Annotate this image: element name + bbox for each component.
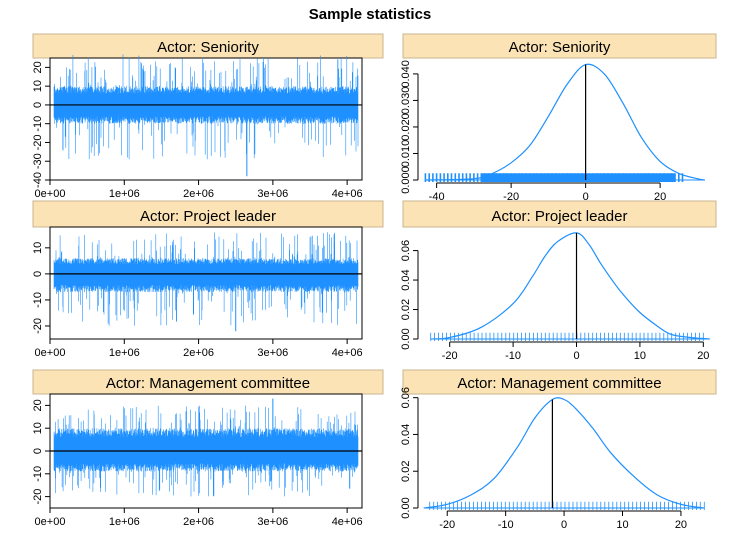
y-tick-label: 0.02 <box>400 299 412 320</box>
panel-1: Actor: Seniority 0e+00 1e+06 2e+06 3e+06 4e+0… <box>32 33 384 200</box>
x-tick-label: -20 <box>439 519 455 531</box>
x-tick-label: 0e+00 <box>35 347 66 359</box>
x-tick-label: 2e+06 <box>183 347 214 359</box>
y-tick-label: 0.000 <box>400 166 412 194</box>
panel-title: Actor: Project leader <box>140 208 276 225</box>
rug-dense <box>481 173 676 182</box>
y-tick-label: 10 <box>32 242 44 254</box>
x-tick-label: 10 <box>634 350 646 362</box>
y-tick-label: -20 <box>32 489 44 505</box>
panel-strip <box>402 200 717 228</box>
y-tick-label: 0.06 <box>400 387 412 408</box>
x-tick-label: 4e+06 <box>332 347 363 359</box>
density-curve <box>423 397 705 509</box>
x-tick-label: 4e+06 <box>332 188 363 200</box>
x-tick-label: 3e+06 <box>257 188 288 200</box>
x-tick-label: -20 <box>442 350 458 362</box>
x-tick-label: -10 <box>498 519 514 531</box>
x-tick-label: 10 <box>616 519 628 531</box>
density-curve <box>430 232 710 340</box>
trace-series <box>53 54 359 160</box>
plot-box <box>49 57 363 181</box>
y-tick-label: 0 <box>32 448 44 454</box>
x-tick-label: -10 <box>505 350 521 362</box>
x-tick-label: 3e+06 <box>257 347 288 359</box>
panel-strip <box>32 33 384 59</box>
y-tick-label: 0.020 <box>400 113 412 141</box>
x-tick-label: 2e+06 <box>183 188 214 200</box>
y-tick-label: 0.02 <box>400 461 412 482</box>
x-tick-label: 3e+06 <box>257 516 288 528</box>
y-tick-label: 20 <box>32 61 44 73</box>
panel-title: Actor: Management committee <box>106 375 310 392</box>
x-tick-label: -20 <box>503 191 519 203</box>
x-tick-label: 2e+06 <box>183 516 214 528</box>
y-tick-label: -10 <box>32 292 44 308</box>
y-tick-label: 0.010 <box>400 140 412 168</box>
panel-title: Actor: Management committee <box>457 375 661 392</box>
figure-title: Sample statistics <box>308 6 432 23</box>
x-tick-label: 0 <box>583 191 589 203</box>
panel-5: Actor: Management committee 0e+00 1e+06 2e+… <box>32 369 384 528</box>
x-tick-label: 1e+06 <box>109 188 140 200</box>
y-tick-label: 10 <box>32 422 44 434</box>
y-tick-label: -20 <box>32 135 44 151</box>
trace-series <box>53 232 359 326</box>
x-tick-label: 0 <box>561 519 567 531</box>
rug-marks <box>429 501 705 510</box>
panel-title: Actor: Seniority <box>157 39 259 56</box>
panel-4: Actor: Project leader -20 -10 0 10 20 0.00 0.02… <box>400 200 717 362</box>
y-tick-label: 0.04 <box>400 424 412 445</box>
plot-box <box>49 226 363 340</box>
y-tick-label: -10 <box>32 466 44 482</box>
y-tick-label: 0.06 <box>400 240 412 261</box>
panel-2: Actor: Seniority -40 -20 0 20 0.0000.0100.020… <box>400 33 717 203</box>
y-tick-label: 20 <box>32 399 44 411</box>
y-tick-label: -10 <box>32 116 44 132</box>
panel-strip <box>32 369 384 395</box>
panel-strip <box>402 33 717 59</box>
y-tick-label: -30 <box>32 153 44 169</box>
rug-marks <box>430 332 704 341</box>
panel-strip <box>32 200 384 228</box>
x-tick-label: 20 <box>675 519 687 531</box>
y-tick-label: 0 <box>32 102 44 108</box>
x-tick-label: 4e+06 <box>332 516 363 528</box>
y-tick-label: -20 <box>32 318 44 334</box>
y-tick-label: 0.030 <box>400 87 412 115</box>
x-tick-label: 20 <box>697 350 709 362</box>
x-tick-label: -40 <box>429 191 445 203</box>
x-tick-label: 0e+00 <box>35 188 66 200</box>
density-curve <box>425 63 705 181</box>
y-tick-label: 0.04 <box>400 269 412 290</box>
panel-strip <box>402 369 717 395</box>
x-tick-label: 1e+06 <box>109 516 140 528</box>
y-tick-label: 0.00 <box>400 328 412 349</box>
panel-3: Actor: Project leader 0e+00 1e+06 2e+06 3e+0… <box>32 200 384 359</box>
panel-6: Actor: Management committee -20 -10 0 10 20 0.… <box>400 369 717 531</box>
y-tick-label: 0.040 <box>400 60 412 88</box>
x-tick-label: 0 <box>573 350 579 362</box>
y-tick-label: 0.00 <box>400 497 412 518</box>
x-tick-label: 0e+00 <box>35 516 66 528</box>
y-tick-label: 0 <box>32 271 44 277</box>
x-tick-label: 1e+06 <box>109 347 140 359</box>
x-tick-label: 20 <box>654 191 666 203</box>
panel-title: Actor: Project leader <box>492 208 628 225</box>
panel-title: Actor: Seniority <box>509 39 611 56</box>
y-tick-label: 10 <box>32 80 44 92</box>
y-tick-label: -40 <box>32 172 44 188</box>
